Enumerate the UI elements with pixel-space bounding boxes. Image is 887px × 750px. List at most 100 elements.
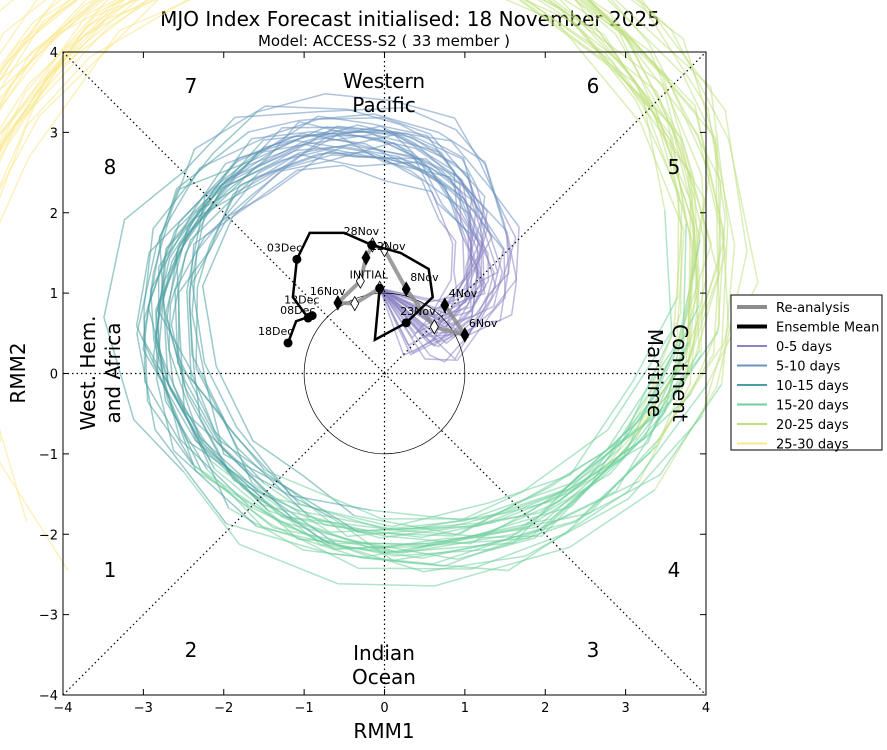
member-segment	[614, 0, 729, 439]
member-segment	[520, 0, 683, 391]
legend-label: Re-analysis	[776, 301, 850, 316]
member-segment	[505, 0, 685, 347]
member-segment	[166, 161, 276, 474]
member-segment	[0, 0, 102, 91]
chart-subtitle: Model: ACCESS-S2 ( 33 member )	[258, 32, 510, 50]
member-segment	[630, 0, 736, 385]
y-tick-label: −3	[39, 609, 58, 624]
member-segment	[585, 0, 705, 356]
ensemble-mean-marker	[283, 338, 293, 348]
region-top-2: Pacific	[352, 93, 416, 117]
member-segment	[299, 329, 675, 538]
legend-label: 20-25 days	[776, 418, 849, 433]
member-segment	[574, 0, 696, 430]
member-segment	[228, 384, 708, 572]
member-segment	[379, 207, 495, 337]
member-segment	[201, 216, 355, 517]
member-segment	[0, 0, 133, 149]
y-tick-label: 1	[50, 287, 58, 302]
member-segment	[0, 0, 150, 136]
member-segment	[155, 146, 265, 528]
member-segment	[255, 151, 504, 251]
legend-label: 0-5 days	[776, 340, 832, 355]
region-bottom-1: Indian	[353, 641, 415, 665]
member-segment	[188, 244, 301, 512]
ensemble-mean-date-label: 18Dec	[258, 325, 293, 338]
region-bottom-2: Ocean	[352, 665, 416, 689]
y-tick-label: −1	[39, 448, 58, 463]
member-segment	[0, 0, 141, 134]
reanalysis-marker	[440, 297, 450, 313]
member-segment	[174, 194, 253, 484]
phase-label-5: 5	[668, 155, 681, 179]
member-segment	[0, 0, 96, 106]
member-segment	[183, 471, 656, 587]
member-segment	[358, 223, 687, 537]
legend-label: Ensemble Mean	[776, 321, 879, 336]
x-axis-label: RMM1	[353, 719, 414, 743]
member-segment	[518, 0, 701, 241]
member-segment	[227, 151, 440, 220]
region-right-2: Continent	[668, 324, 692, 422]
member-segment	[251, 134, 472, 228]
member-segment	[191, 251, 359, 533]
reanalysis-date-label: 6Nov	[469, 317, 498, 330]
member-segment	[263, 137, 463, 236]
member-segment	[579, 0, 707, 473]
reanalysis-marker	[429, 319, 439, 335]
member-segment	[379, 226, 520, 361]
member-segment	[379, 184, 503, 327]
reanalysis-date-label: 4Nov	[449, 287, 478, 300]
member-segment	[158, 167, 269, 511]
member-segment	[379, 234, 487, 343]
member-segment	[157, 179, 265, 500]
member-segment	[586, 0, 701, 482]
member-segment	[0, 0, 192, 571]
x-tick-label: −3	[134, 701, 153, 716]
member-segment	[308, 342, 688, 539]
phase-label-6: 6	[587, 74, 600, 98]
ensemble-mean-date-label: 13Dec	[284, 294, 319, 307]
member-segment	[193, 164, 432, 245]
reanalysis-marker	[361, 249, 371, 266]
member-segment	[248, 113, 506, 225]
member-segment	[291, 341, 690, 545]
member-segment	[195, 470, 601, 551]
member-segment	[187, 143, 461, 234]
x-tick-label: −4	[53, 701, 72, 716]
member-segment	[610, 0, 722, 373]
ensemble-members	[0, 0, 759, 587]
y-tick-label: 3	[50, 126, 58, 141]
member-segment	[542, 0, 683, 331]
member-segment	[379, 191, 454, 328]
y-tick-label: −4	[39, 689, 58, 704]
x-tick-label: −1	[295, 701, 314, 716]
diagonal-divider	[62, 51, 707, 696]
reanalysis-marker	[333, 294, 343, 311]
reanalysis-date-label: 12Nov	[370, 240, 406, 253]
unit-circle	[303, 292, 466, 455]
member-segment	[379, 210, 481, 317]
member-segment	[274, 296, 679, 528]
member-segment	[379, 231, 518, 334]
member-segment	[329, 305, 700, 560]
member-segment	[299, 355, 702, 531]
plot-axes: −4 −3 −2 −1 0 1 2 3 4 −4 −3 −2 −1 0 1 2 3 4	[39, 46, 710, 716]
member-segment	[196, 153, 461, 252]
member-segment	[0, 0, 77, 72]
phase-label-8: 8	[104, 155, 117, 179]
member-segment	[256, 450, 652, 557]
member-segment	[0, 0, 79, 82]
reanalysis-marker	[460, 327, 470, 343]
member-segment	[263, 129, 486, 234]
member-segment	[541, 0, 694, 344]
x-tick-label: 2	[541, 701, 549, 716]
legend-label: 25-30 days	[776, 438, 849, 453]
member-segment	[192, 408, 666, 553]
legend-label: 15-20 days	[776, 399, 849, 414]
phase-label-1: 1	[104, 558, 117, 582]
region-left-1: West. Hem.	[76, 315, 100, 430]
y-axis-label: RMM2	[6, 342, 30, 403]
